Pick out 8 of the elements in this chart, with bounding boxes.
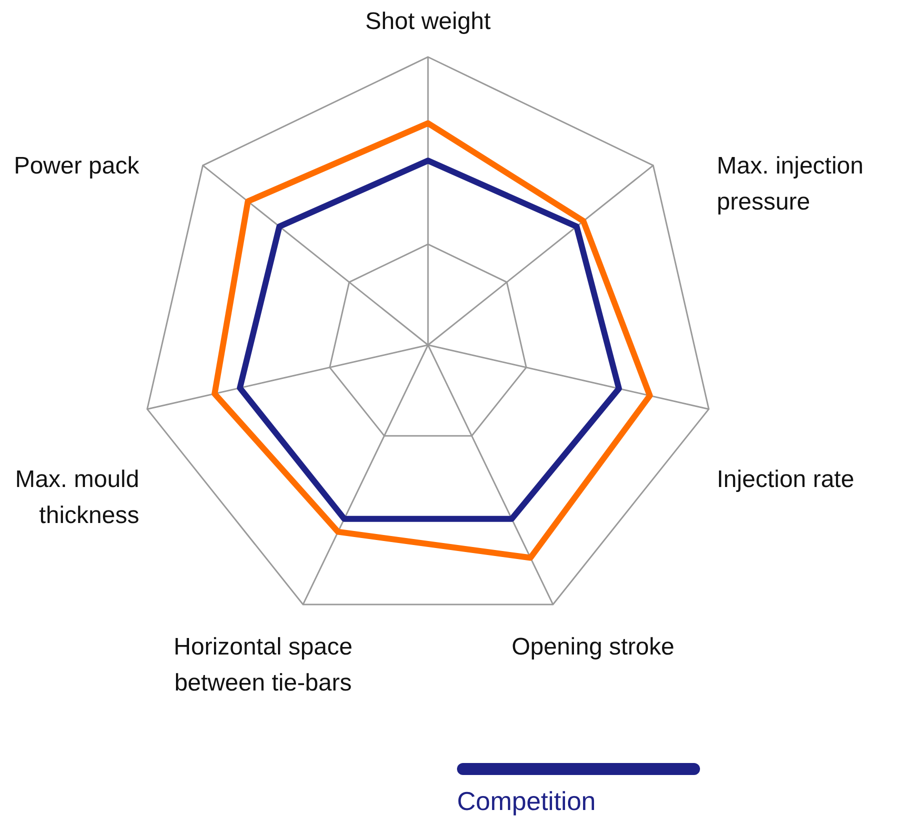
spoke-label: Max. mould thickness bbox=[15, 466, 140, 530]
spoke-label: Opening stroke bbox=[512, 633, 674, 660]
spoke-label: Shot weight bbox=[365, 8, 492, 35]
text: Competition bbox=[457, 786, 596, 816]
spoke-label: Power pack bbox=[14, 152, 140, 180]
spoke-label: Horizontal space between tie-bars bbox=[174, 633, 352, 696]
spoke-label: Max. injection pressure bbox=[716, 152, 864, 216]
spoke-label: Injection rate bbox=[716, 466, 854, 494]
